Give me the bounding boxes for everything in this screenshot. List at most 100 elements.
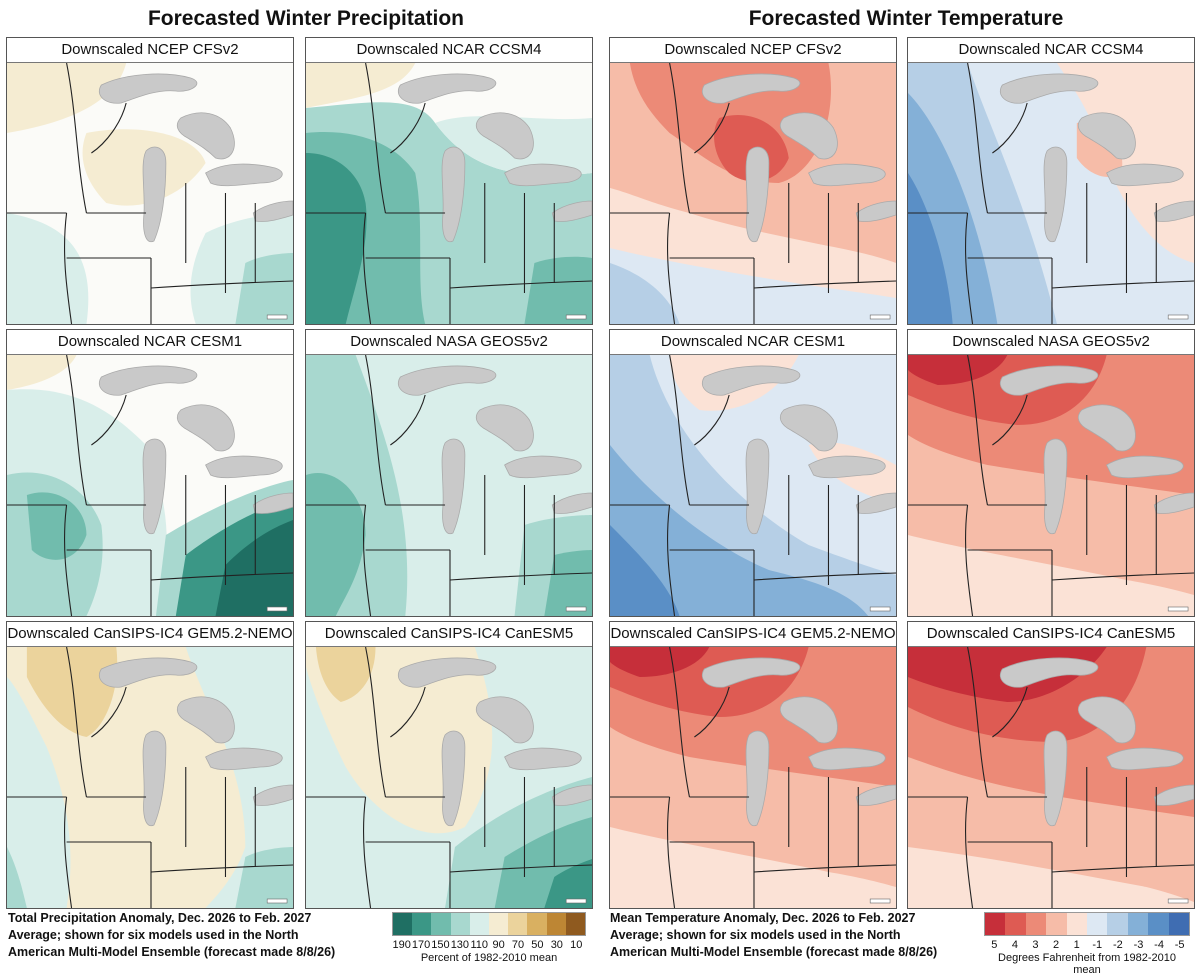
state-border — [362, 796, 372, 908]
legend-tick-label: -5 — [1174, 939, 1185, 951]
state-border — [66, 63, 87, 214]
anomaly-band — [7, 355, 77, 390]
anomaly-band — [908, 535, 1194, 616]
great-lake — [1106, 455, 1184, 479]
state-border — [964, 796, 974, 908]
legend-tick-label: 190 — [392, 939, 411, 951]
state-border — [694, 686, 730, 738]
great-lake — [504, 455, 582, 479]
scale-bar — [266, 606, 288, 612]
great-lake — [475, 404, 534, 452]
state-border — [669, 355, 690, 506]
great-lake — [99, 657, 198, 688]
legend-swatch — [1086, 913, 1108, 935]
state-border — [66, 355, 87, 506]
state-border — [365, 355, 386, 506]
anomaly-map — [306, 355, 592, 616]
precip-legend-swatches — [392, 912, 586, 936]
precip-footer-note: Total Precipitation Anomaly, Dec. 2026 t… — [8, 910, 388, 961]
state-border — [967, 647, 988, 798]
great-lake — [504, 163, 582, 187]
state-border — [91, 394, 127, 446]
panel-title: Downscaled NASA GEOS5v2 — [908, 330, 1194, 355]
great-lake — [808, 163, 886, 187]
legend-swatch — [508, 913, 528, 935]
state-border — [753, 864, 896, 873]
anomaly-band — [306, 63, 416, 108]
map-panel: Downscaled NASA GEOS5v2 — [907, 329, 1195, 617]
great-lake — [1043, 730, 1068, 827]
state-border — [669, 647, 690, 798]
anomaly-band — [908, 847, 1194, 908]
anomaly-band — [7, 847, 27, 908]
scale-bar — [869, 606, 891, 612]
map-panel: Downscaled NCAR CESM1 — [609, 329, 897, 617]
legend-swatch — [450, 913, 470, 935]
great-lake — [1077, 404, 1136, 452]
legend-tick-label: 110 — [470, 939, 489, 951]
legend-tick-label: -2 — [1112, 939, 1123, 951]
precip-footer-line-3: American Multi-Model Ensemble (forecast … — [8, 945, 336, 959]
state-border — [753, 572, 896, 581]
great-lake — [176, 696, 235, 744]
state-border — [63, 796, 73, 908]
anomaly-band — [7, 63, 127, 133]
great-lake — [745, 438, 770, 535]
anomaly-band — [610, 248, 896, 324]
state-border — [390, 686, 426, 738]
legend-tick-label: 130 — [450, 939, 470, 951]
state-border — [753, 280, 896, 289]
legend-swatch — [527, 913, 547, 935]
temp-legend-unit: Degrees Fahrenheit from 1982-2010 mean — [998, 952, 1176, 976]
state-border — [669, 63, 690, 214]
anomaly-map — [7, 647, 293, 908]
state-border — [449, 280, 592, 289]
great-lake — [142, 438, 167, 535]
temp-footer-line-1: Mean Temperature Anomaly, Dec. 2026 to F… — [610, 911, 916, 925]
temp-legend: 5 4 3 2 1 -1 -2 -3 -4 -5 Degrees Fahrenheit from … — [984, 912, 1190, 976]
anomaly-band — [908, 355, 1008, 385]
anomaly-band — [306, 153, 367, 324]
legend-swatch — [1168, 913, 1189, 935]
anomaly-band — [610, 445, 869, 616]
state-border — [992, 686, 1028, 738]
state-border — [964, 504, 974, 616]
state-border — [150, 572, 293, 581]
great-lake — [1077, 112, 1136, 160]
great-lake — [779, 404, 838, 452]
map-panel: Downscaled CanSIPS-IC4 CanESM5 — [907, 621, 1195, 909]
great-lake — [1106, 747, 1184, 771]
anomaly-band — [610, 525, 680, 616]
map-panel: Downscaled NCAR CESM1 — [6, 329, 294, 617]
legend-swatch — [393, 913, 413, 935]
state-border — [694, 102, 730, 154]
great-lake — [745, 730, 770, 827]
great-lake — [398, 365, 497, 396]
great-lake — [702, 73, 801, 104]
anomaly-band — [714, 114, 789, 182]
anomaly-band — [524, 256, 592, 324]
great-lake — [252, 784, 293, 806]
legend-swatch — [431, 913, 451, 935]
state-border — [1051, 280, 1194, 289]
legend-swatch — [1107, 913, 1128, 935]
precip-section-title: Forecasted Winter Precipitation — [147, 7, 465, 30]
legend-swatch — [985, 913, 1006, 935]
scale-bar — [1167, 898, 1189, 904]
anomaly-band — [610, 263, 680, 324]
panel-title: Downscaled NASA GEOS5v2 — [306, 330, 592, 355]
scale-bar — [1167, 314, 1189, 320]
great-lake — [252, 200, 293, 222]
great-lake — [855, 784, 896, 806]
panel-title: Downscaled CanSIPS-IC4 CanESM5 — [306, 622, 592, 647]
great-lake — [176, 112, 235, 160]
legend-tick-label: -3 — [1133, 939, 1144, 951]
temp-legend-ticks: 5 4 3 2 1 -1 -2 -3 -4 -5 — [984, 939, 1190, 951]
state-border — [666, 796, 676, 908]
temp-footer-line-3: American Multi-Model Ensemble (forecast … — [610, 945, 938, 959]
anomaly-map — [908, 647, 1194, 908]
anomaly-band — [610, 647, 710, 677]
great-lake — [808, 747, 886, 771]
anomaly-map — [610, 647, 896, 908]
legend-tick-label: -1 — [1092, 939, 1103, 951]
